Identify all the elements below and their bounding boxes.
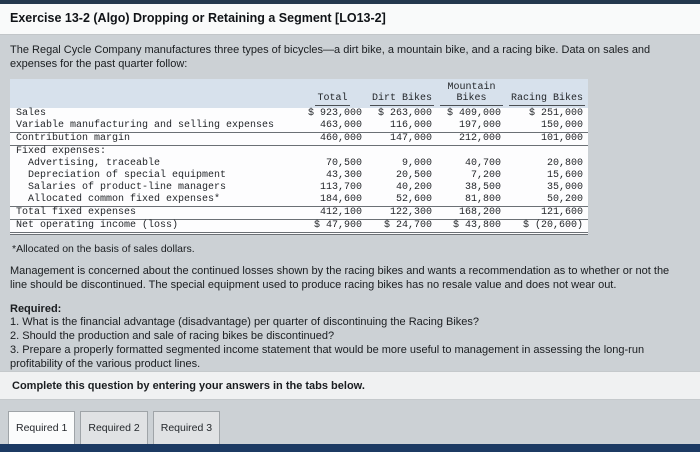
intro-text: The Regal Cycle Company manufactures thr… bbox=[10, 44, 651, 70]
row-advertising-traceable: Advertising, traceable 70,500 9,000 40,7… bbox=[28, 158, 584, 169]
answer-panel-header-bar bbox=[0, 444, 700, 452]
tab-required-1[interactable]: Required 1 bbox=[8, 411, 76, 445]
financial-table: Total Dirt Bikes Mountain Bikes Racing B… bbox=[10, 79, 589, 235]
column-header-dirt-bikes: Dirt Bikes bbox=[370, 93, 435, 106]
exercise-title: Exercise 13-2 (Algo) Dropping or Retaini… bbox=[10, 11, 386, 25]
column-header-blank bbox=[10, 79, 298, 108]
row-sales: Sales $ 923,000 $ 263,000 $ 409,000 $ 25… bbox=[16, 108, 584, 119]
row-variable-expenses: Variable manufacturing and selling expen… bbox=[10, 120, 589, 133]
instruction-band: Complete this question by entering your … bbox=[0, 371, 700, 400]
tab-bar: Required 1 Required 2 Required 3 bbox=[8, 411, 221, 445]
row-net-operating-income: Net operating income (loss) $ 47,900 $ 2… bbox=[10, 219, 589, 235]
question-body: The Regal Cycle Company manufactures thr… bbox=[0, 35, 700, 371]
column-header-racing-bikes: Racing Bikes bbox=[509, 93, 586, 106]
tab-required-2[interactable]: Required 2 bbox=[80, 411, 148, 445]
required-item-3: 3. Prepare a properly formatted segmente… bbox=[10, 344, 645, 370]
instruction-text: Complete this question by entering your … bbox=[12, 379, 365, 392]
window-edge-strip bbox=[0, 0, 700, 4]
footnote: *Allocated on the basis of sales dollars… bbox=[12, 243, 195, 255]
column-header-mountain-bikes: Mountain Bikes bbox=[437, 79, 506, 108]
row-contribution-margin: Contribution margin 460,000 147,000 212,… bbox=[10, 132, 589, 146]
row-allocated-common-fixed-expenses: Allocated common fixed expenses* 184,600… bbox=[10, 194, 589, 207]
required-heading: Required: bbox=[10, 303, 62, 315]
row-salaries-product-line-managers: Salaries of product-line managers 113,70… bbox=[28, 182, 584, 193]
required-item-1: 1. What is the financial advantage (disa… bbox=[10, 316, 480, 328]
row-fixed-expenses-header: Fixed expenses: bbox=[16, 146, 107, 157]
row-total-fixed-expenses: Total fixed expenses 412,100 122,300 168… bbox=[10, 206, 589, 220]
title-bar: Exercise 13-2 (Algo) Dropping or Retaini… bbox=[0, 4, 700, 35]
management-note: Management is concerned about the contin… bbox=[10, 265, 670, 291]
column-header-total: Total bbox=[315, 93, 350, 106]
row-depreciation-special-equipment: Depreciation of special equipment 43,300… bbox=[28, 170, 584, 181]
required-item-2: 2. Should the production and sale of rac… bbox=[10, 330, 335, 342]
tab-required-3[interactable]: Required 3 bbox=[152, 411, 221, 445]
table-header-row: Total Dirt Bikes Mountain Bikes Racing B… bbox=[10, 79, 589, 108]
